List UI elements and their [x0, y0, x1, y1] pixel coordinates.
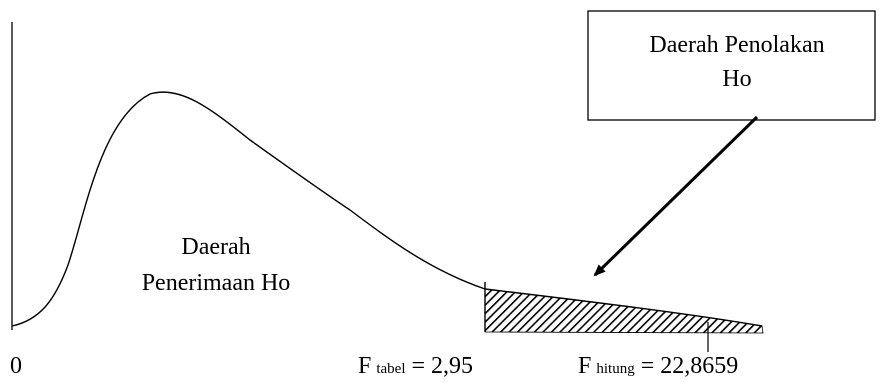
- f-table-value: = 2,95: [406, 353, 474, 379]
- rejection-label-line2: Ho: [722, 66, 751, 92]
- rejection-arrow: [593, 115, 759, 277]
- acceptance-label-line2: Penerimaan Ho: [142, 270, 291, 296]
- rejection-label-box: [587, 10, 876, 121]
- f-table-letter: F: [358, 353, 371, 379]
- origin-label: 0: [10, 353, 22, 379]
- f-table-subscript: tabel: [376, 361, 405, 377]
- f-density-curve: [11, 91, 763, 327]
- rejection-label-line1: Daerah Penolakan: [649, 32, 824, 58]
- f-count-letter: F: [578, 353, 591, 379]
- f-count-subscript: hitung: [596, 361, 635, 377]
- acceptance-label-line1: Daerah: [181, 234, 250, 260]
- rejection-region-hatch: [484, 288, 764, 334]
- f-count-value: = 22,8659: [635, 353, 739, 379]
